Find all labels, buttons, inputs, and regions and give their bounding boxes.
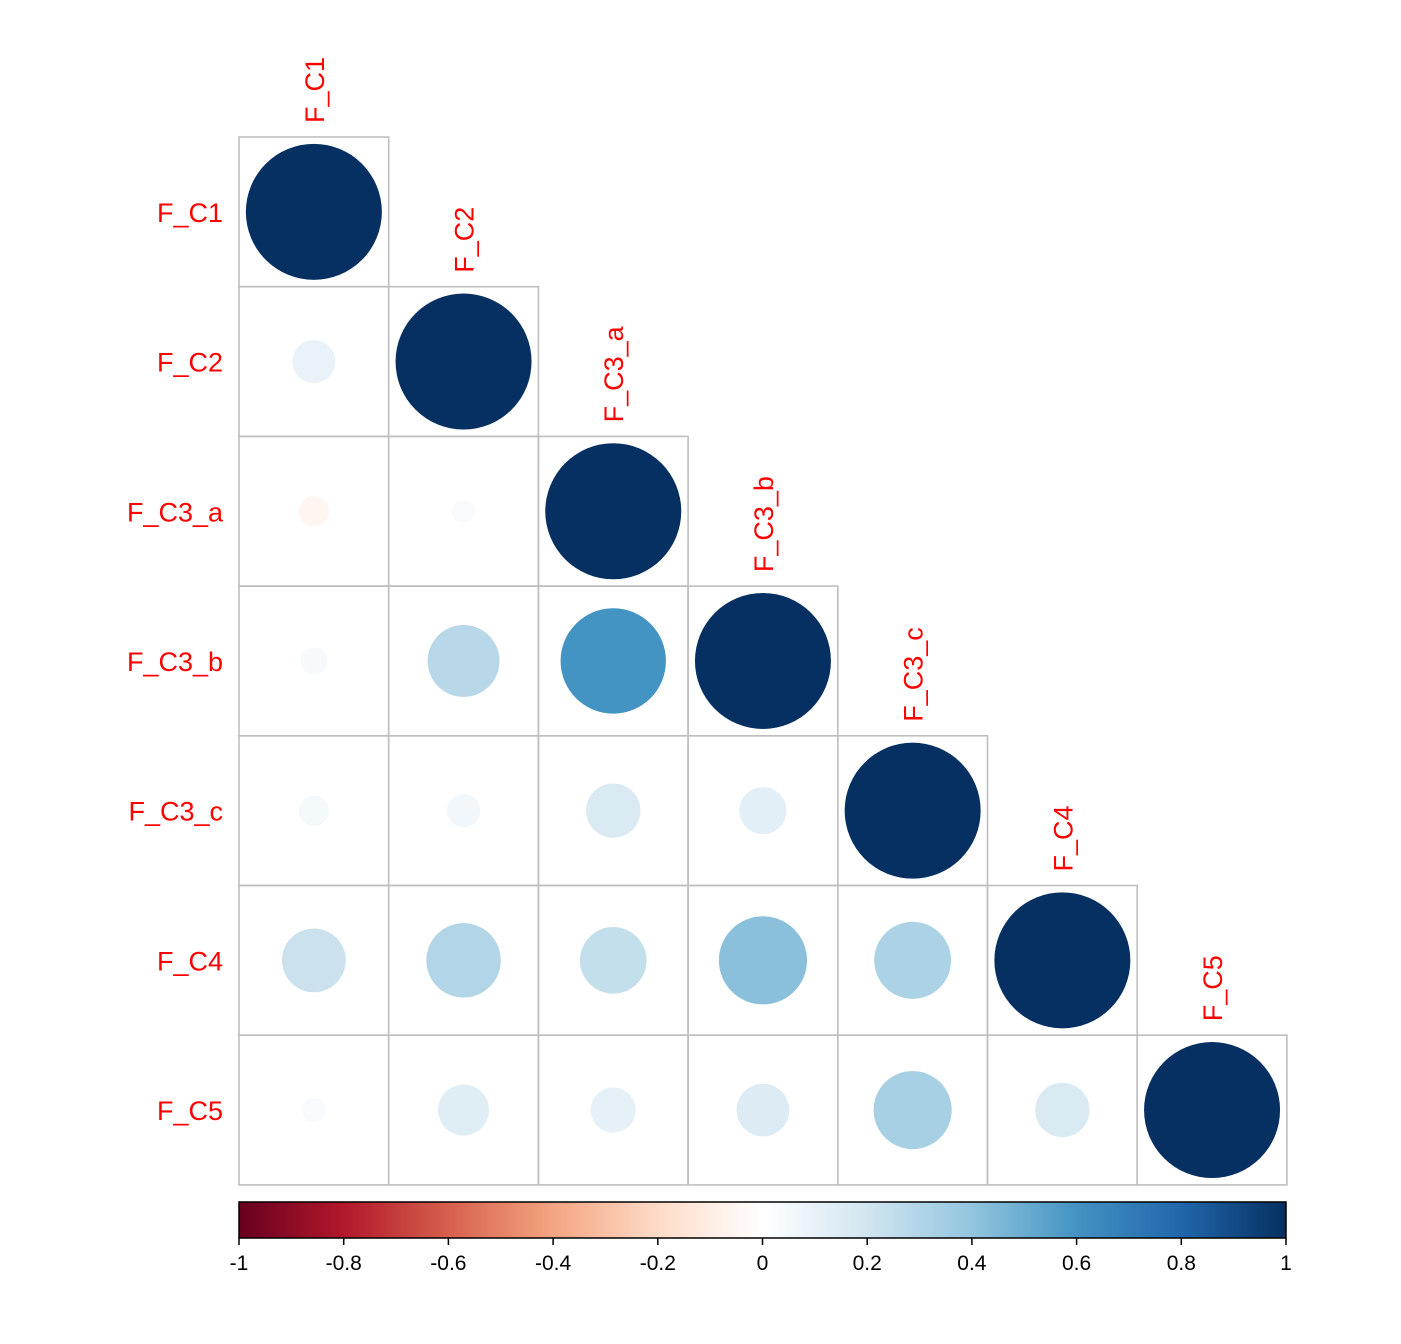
corr-circle-F_C5-F_C4 bbox=[1035, 1082, 1090, 1138]
row-label-F_C5: F_C5 bbox=[157, 1096, 223, 1126]
corr-circle-F_C3_b-F_C1 bbox=[300, 647, 328, 675]
colorbar-tick-label: 0.6 bbox=[1062, 1252, 1091, 1275]
col-label-F_C3_c: F_C3_c bbox=[899, 627, 929, 722]
corr-circle-F_C3_b-F_C2 bbox=[427, 624, 500, 697]
colorbar-tick-label: 1 bbox=[1280, 1252, 1292, 1275]
colorbar-tick-label: -1 bbox=[230, 1252, 249, 1275]
colorbar-gradient bbox=[238, 1201, 1287, 1239]
corr-circle-F_C3_b-F_C3_a bbox=[560, 608, 666, 714]
col-label-F_C5: F_C5 bbox=[1198, 955, 1228, 1021]
corr-circle-F_C3_c-F_C2 bbox=[446, 793, 481, 828]
corr-circle-F_C2-F_C2 bbox=[395, 293, 532, 430]
corr-circle-F_C5-F_C3_a bbox=[590, 1087, 636, 1133]
col-label-F_C3_a: F_C3_a bbox=[599, 325, 629, 422]
row-label-F_C3_a: F_C3_a bbox=[127, 497, 224, 527]
corr-circle-F_C4-F_C3_a bbox=[579, 927, 647, 994]
corr-circle-F_C4-F_C1 bbox=[281, 928, 346, 993]
colorbar: -1 -0.8 -0.6 -0.4 -0.2 0 0.2 0.4 0.6 0.8 1 bbox=[230, 1201, 1292, 1275]
column-labels: F_C1 F_C2 F_C3_a F_C3_b F_C3_c F_C4 F_C5 bbox=[300, 57, 1228, 1021]
row-label-F_C1: F_C1 bbox=[157, 198, 223, 228]
corr-circle-F_C4-F_C2 bbox=[426, 923, 501, 998]
row-label-F_C2: F_C2 bbox=[157, 348, 223, 378]
corr-circle-F_C5-F_C3_c bbox=[873, 1070, 952, 1150]
corr-circle-F_C3_c-F_C3_c bbox=[844, 742, 981, 879]
corr-circle-F_C4-F_C3_b bbox=[718, 916, 808, 1005]
corr-circle-F_C3_b-F_C3_b bbox=[694, 592, 831, 729]
colorbar-tick-label: 0.8 bbox=[1167, 1252, 1196, 1275]
corr-circle-F_C5-F_C1 bbox=[302, 1098, 326, 1122]
corr-circle-F_C3_c-F_C3_b bbox=[739, 787, 787, 835]
corr-circle-F_C5-F_C5 bbox=[1144, 1042, 1281, 1179]
cell-grid bbox=[238, 136, 1288, 1186]
colorbar-tick-label: 0.2 bbox=[853, 1252, 882, 1275]
row-label-F_C3_b: F_C3_b bbox=[127, 647, 223, 677]
corr-circle-F_C4-F_C4 bbox=[994, 892, 1131, 1029]
grid-cell-F_C5-F_C5 bbox=[1136, 1034, 1288, 1186]
col-label-F_C2: F_C2 bbox=[450, 207, 480, 273]
corr-circle-F_C3_c-F_C3_a bbox=[586, 783, 641, 838]
corr-circle-F_C4-F_C3_c bbox=[874, 921, 952, 999]
colorbar-tick-label: -0.8 bbox=[326, 1252, 362, 1275]
corr-circle-F_C5-F_C2 bbox=[438, 1084, 489, 1136]
col-label-F_C1: F_C1 bbox=[300, 57, 330, 123]
colorbar-tick-label: -0.6 bbox=[430, 1252, 466, 1275]
col-label-F_C4: F_C4 bbox=[1048, 805, 1078, 871]
colorbar-tick-label: -0.2 bbox=[640, 1252, 676, 1275]
row-label-F_C4: F_C4 bbox=[157, 946, 223, 976]
col-label-F_C3_b: F_C3_b bbox=[749, 476, 779, 572]
corr-circle-F_C5-F_C3_b bbox=[736, 1083, 790, 1137]
corr-circle-F_C3_a-F_C3_a bbox=[545, 443, 682, 580]
corr-circle-F_C2-F_C1 bbox=[292, 340, 336, 384]
corr-circle-F_C3_a-F_C2 bbox=[451, 499, 476, 524]
row-labels: F_C1 F_C2 F_C3_a F_C3_b F_C3_c F_C4 F_C5 bbox=[127, 198, 224, 1126]
colorbar-tick-label: -0.4 bbox=[535, 1252, 572, 1275]
corr-circle-F_C3_c-F_C1 bbox=[298, 795, 330, 826]
correlation-circles bbox=[245, 143, 1281, 1179]
row-label-F_C3_c: F_C3_c bbox=[128, 797, 223, 827]
colorbar-tick-label: 0 bbox=[757, 1252, 769, 1275]
corr-circle-F_C1-F_C1 bbox=[245, 143, 382, 280]
colorbar-tick-label: 0.4 bbox=[957, 1252, 987, 1275]
corr-circle-F_C3_a-F_C1 bbox=[298, 496, 330, 527]
